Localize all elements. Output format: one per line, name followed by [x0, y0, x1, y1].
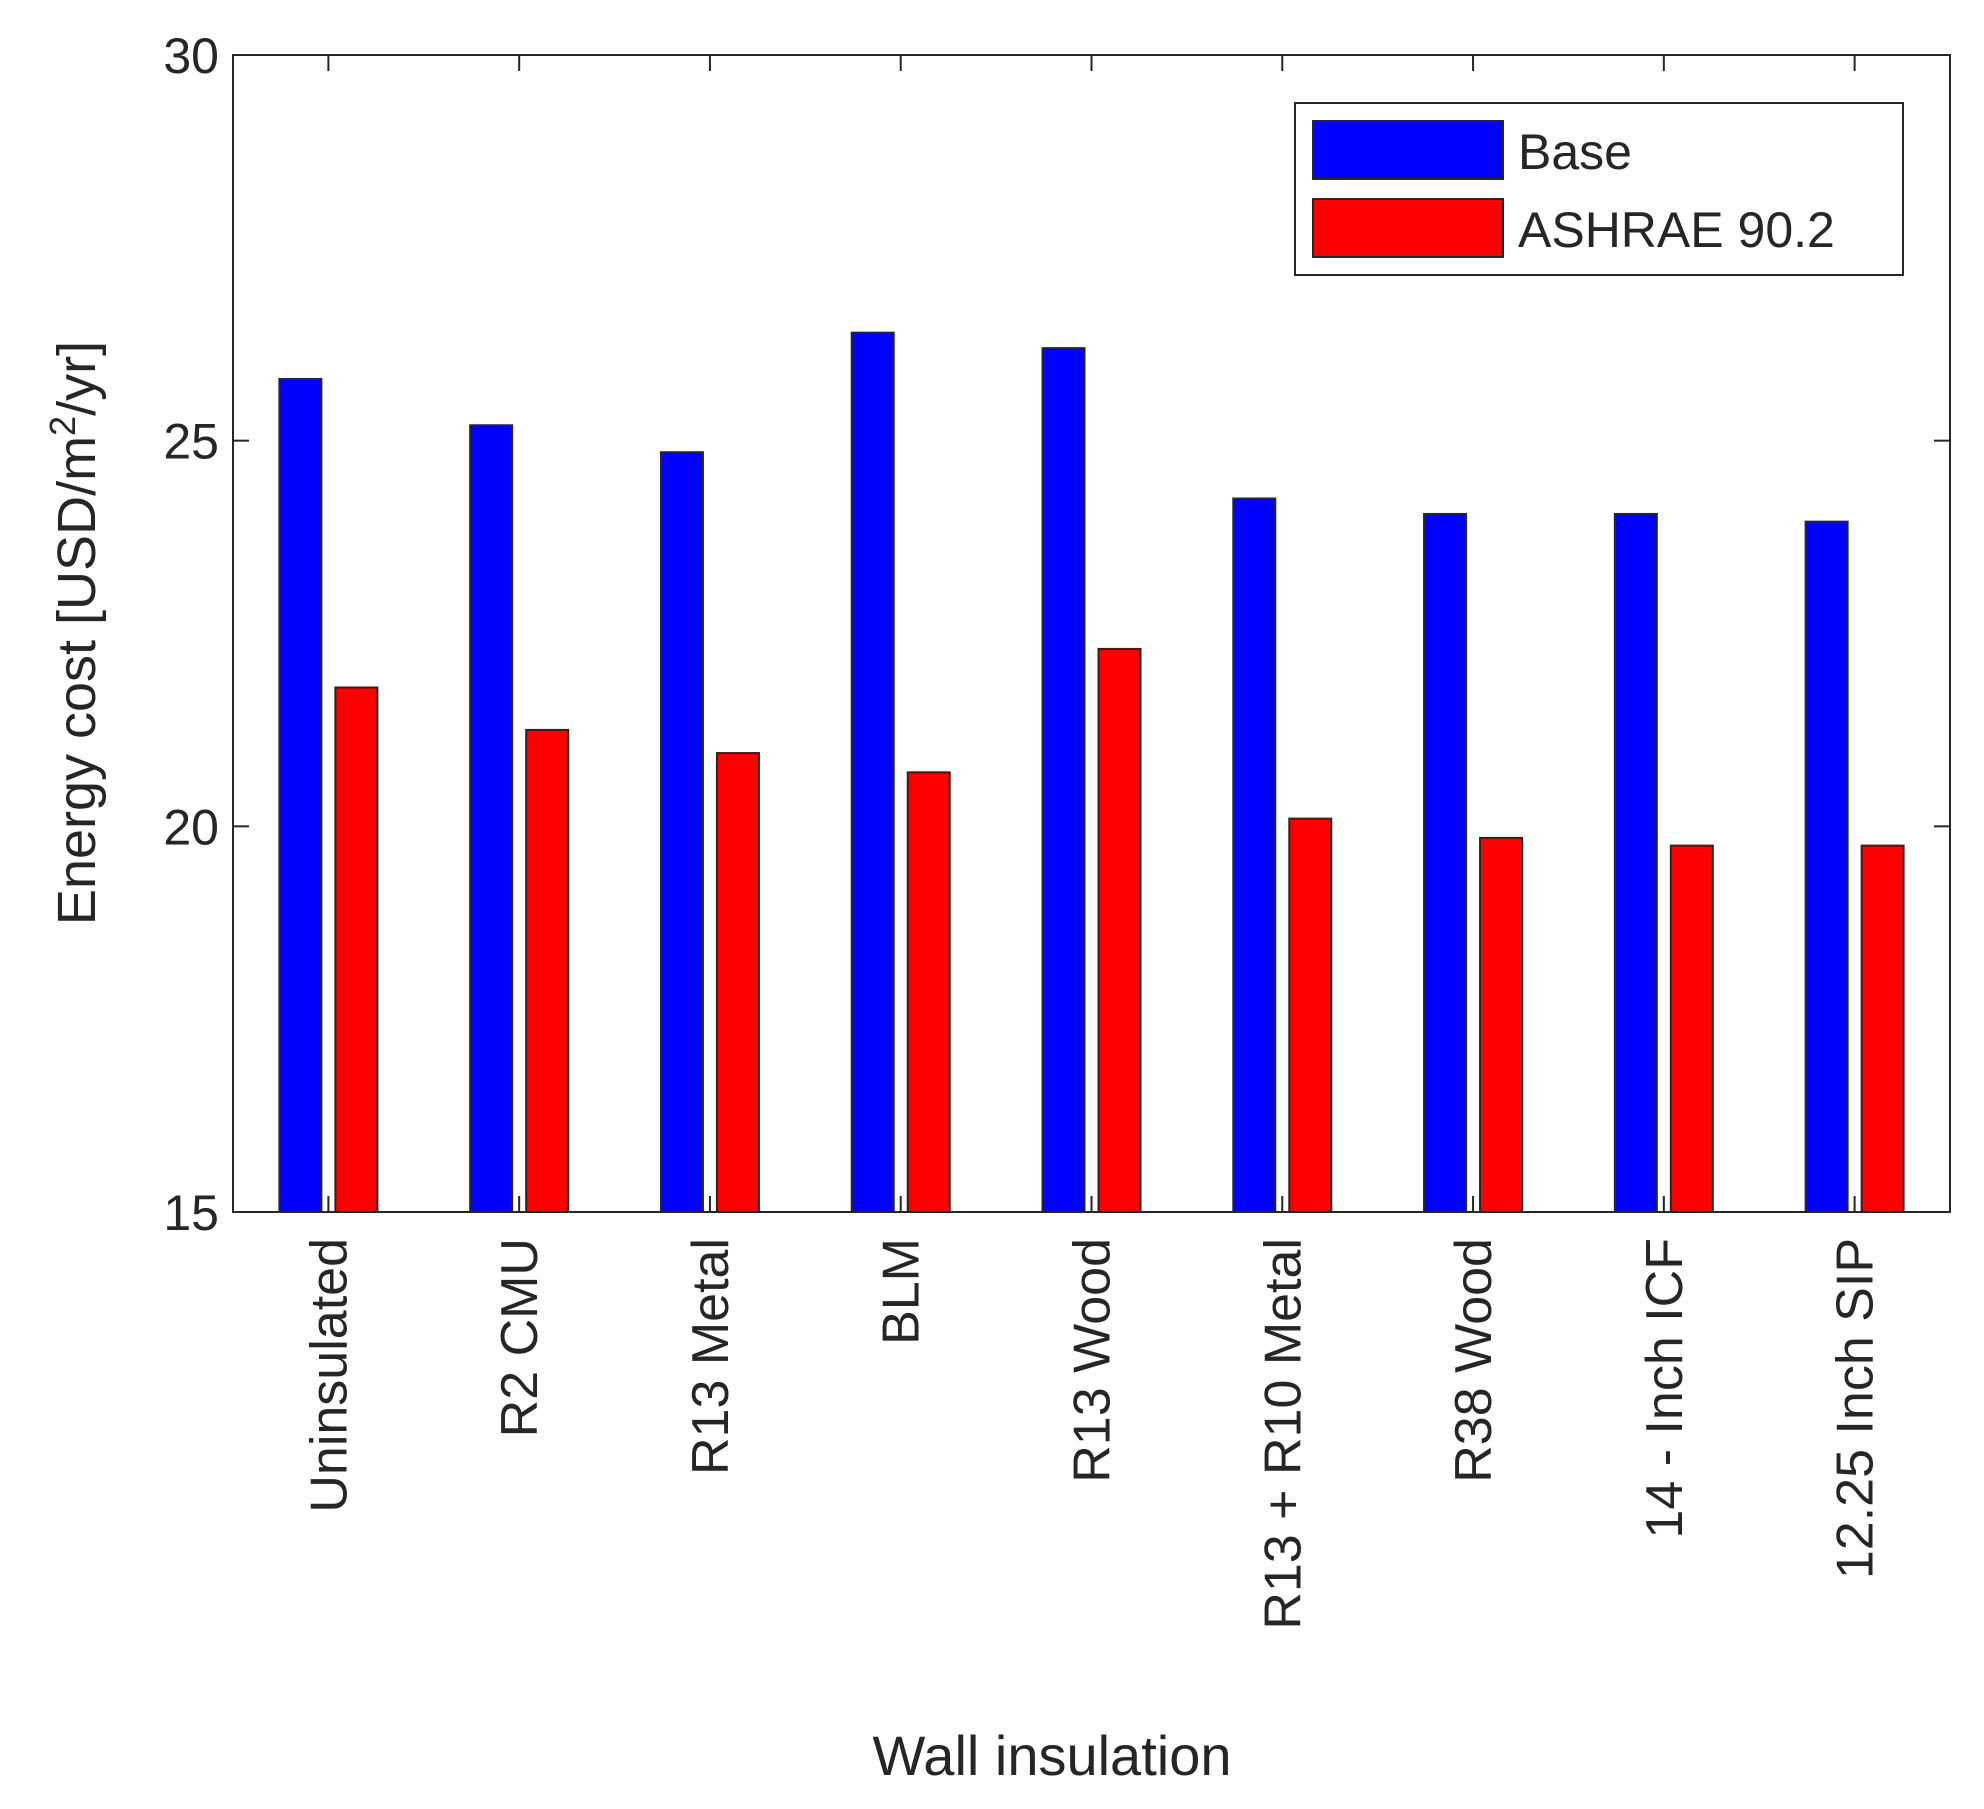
bar-base-5 — [1041, 347, 1086, 1213]
bar-ashrae-9 — [1860, 844, 1905, 1213]
legend: Base ASHRAE 90.2 — [1294, 102, 1904, 276]
x-axis-ticks: Uninsulated R2 CMU R13 Metal BLM R13 Wood R13… — [300, 55, 1885, 1630]
bar-base-9 — [1804, 520, 1849, 1213]
bar-ashrae-5 — [1097, 647, 1142, 1213]
x-tick-label-4: BLM — [873, 1238, 931, 1345]
bar-ashrae-6 — [1288, 817, 1333, 1213]
y-tick-label-20: 20 — [163, 799, 219, 855]
bar-ashrae-1 — [334, 686, 379, 1213]
legend-label-base: Base — [1518, 124, 1632, 180]
legend-swatch-base — [1312, 120, 1504, 180]
x-axis-label: Wall insulation — [873, 1724, 1232, 1787]
y-tick-label-30: 30 — [163, 28, 219, 84]
plot-bars — [278, 331, 1905, 1214]
bar-base-8 — [1613, 512, 1658, 1213]
bar-base-2 — [469, 424, 514, 1213]
bar-base-6 — [1232, 497, 1277, 1213]
bar-base-3 — [659, 451, 704, 1213]
y-tick-label-15: 15 — [163, 1185, 219, 1241]
y-tick-label-25: 25 — [163, 414, 219, 470]
bar-ashrae-4 — [906, 771, 951, 1214]
x-tick-label-6: R13 + R10 Metal — [1254, 1238, 1312, 1630]
bar-base-1 — [278, 377, 323, 1213]
bar-ashrae-7 — [1479, 836, 1524, 1213]
x-tick-label-1: Uninsulated — [300, 1238, 358, 1513]
legend-label-ashrae: ASHRAE 90.2 — [1518, 202, 1835, 258]
x-tick-label-2: R2 CMU — [491, 1238, 549, 1437]
bar-ashrae-3 — [715, 752, 760, 1213]
x-tick-label-3: R13 Metal — [682, 1238, 740, 1475]
bar-base-7 — [1423, 512, 1468, 1213]
y-axis-label: Energy cost [USD/m2/yr] — [42, 341, 108, 925]
x-tick-label-9: 12.25 Inch SIP — [1827, 1238, 1885, 1579]
bar-ashrae-8 — [1669, 844, 1714, 1213]
bar-ashrae-2 — [525, 728, 570, 1214]
x-tick-label-8: 14 - Inch ICF — [1636, 1238, 1694, 1539]
x-tick-label-5: R13 Wood — [1064, 1238, 1122, 1483]
y-axis-ticks: 15 20 25 30 — [163, 28, 1950, 1241]
x-tick-label-7: R38 Wood — [1445, 1238, 1503, 1483]
legend-swatch-ashrae — [1312, 198, 1504, 258]
bar-base-4 — [850, 331, 895, 1213]
